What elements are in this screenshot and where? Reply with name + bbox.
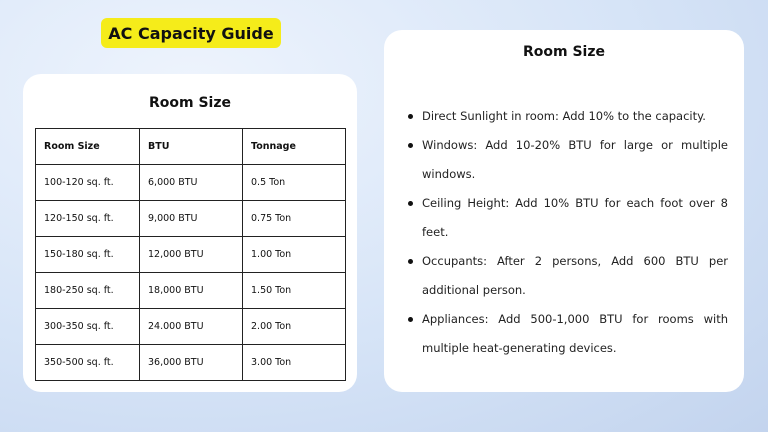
table-row: 300-350 sq. ft. 24.000 BTU 2.00 Ton bbox=[35, 308, 346, 345]
adjustment-list: Direct Sunlight in room: Add 10% to the … bbox=[408, 102, 728, 363]
table-cell: 12,000 BTU bbox=[139, 236, 243, 273]
table-cell: 3.00 Ton bbox=[242, 344, 346, 381]
table-cell: 180-250 sq. ft. bbox=[35, 272, 140, 309]
table-cell: 18,000 BTU bbox=[139, 272, 243, 309]
column-header: BTU bbox=[139, 128, 243, 165]
table-cell: 2.00 Ton bbox=[242, 308, 346, 345]
list-item: Windows: Add 10-20% BTU for large or mul… bbox=[408, 131, 728, 189]
table-row: 100-120 sq. ft. 6,000 BTU 0.5 Ton bbox=[35, 164, 346, 201]
column-header: Tonnage bbox=[242, 128, 346, 165]
table-cell: 36,000 BTU bbox=[139, 344, 243, 381]
table-row: 180-250 sq. ft. 18,000 BTU 1.50 Ton bbox=[35, 272, 346, 309]
list-item: Ceiling Height: Add 10% BTU for each foo… bbox=[408, 189, 728, 247]
table-cell: 300-350 sq. ft. bbox=[35, 308, 140, 345]
table-cell: 6,000 BTU bbox=[139, 164, 243, 201]
table-cell: 1.00 Ton bbox=[242, 236, 346, 273]
table-row: 150-180 sq. ft. 12,000 BTU 1.00 Ton bbox=[35, 236, 346, 273]
capacity-table: Room Size BTU Tonnage 100-120 sq. ft. 6,0… bbox=[35, 128, 346, 381]
table-cell: 24.000 BTU bbox=[139, 308, 243, 345]
table-cell: 120-150 sq. ft. bbox=[35, 200, 140, 237]
table-header-row: Room Size BTU Tonnage bbox=[35, 128, 346, 165]
card-heading: Room Size bbox=[522, 44, 605, 60]
table-row: 120-150 sq. ft. 9,000 BTU 0.75 Ton bbox=[35, 200, 346, 237]
list-item: Appliances: Add 500-1,000 BTU for rooms … bbox=[408, 305, 728, 363]
adjustments-card: Room Size Direct Sunlight in room: Add 1… bbox=[384, 30, 744, 392]
table-cell: 0.75 Ton bbox=[242, 200, 346, 237]
room-size-table-card: Room Size Room Size BTU Tonnage 100-120 … bbox=[23, 74, 357, 392]
table-cell: 0.5 Ton bbox=[242, 164, 346, 201]
page-title: AC Capacity Guide bbox=[101, 18, 281, 48]
list-item: Occupants: After 2 persons, Add 600 BTU … bbox=[408, 247, 728, 305]
table-cell: 150-180 sq. ft. bbox=[35, 236, 140, 273]
table-row: 350-500 sq. ft. 36,000 BTU 3.00 Ton bbox=[35, 344, 346, 381]
table-cell: 1.50 Ton bbox=[242, 272, 346, 309]
card-heading: Room Size bbox=[148, 95, 231, 111]
table-cell: 100-120 sq. ft. bbox=[35, 164, 140, 201]
list-item: Direct Sunlight in room: Add 10% to the … bbox=[408, 102, 728, 131]
column-header: Room Size bbox=[35, 128, 140, 165]
table-cell: 350-500 sq. ft. bbox=[35, 344, 140, 381]
table-cell: 9,000 BTU bbox=[139, 200, 243, 237]
